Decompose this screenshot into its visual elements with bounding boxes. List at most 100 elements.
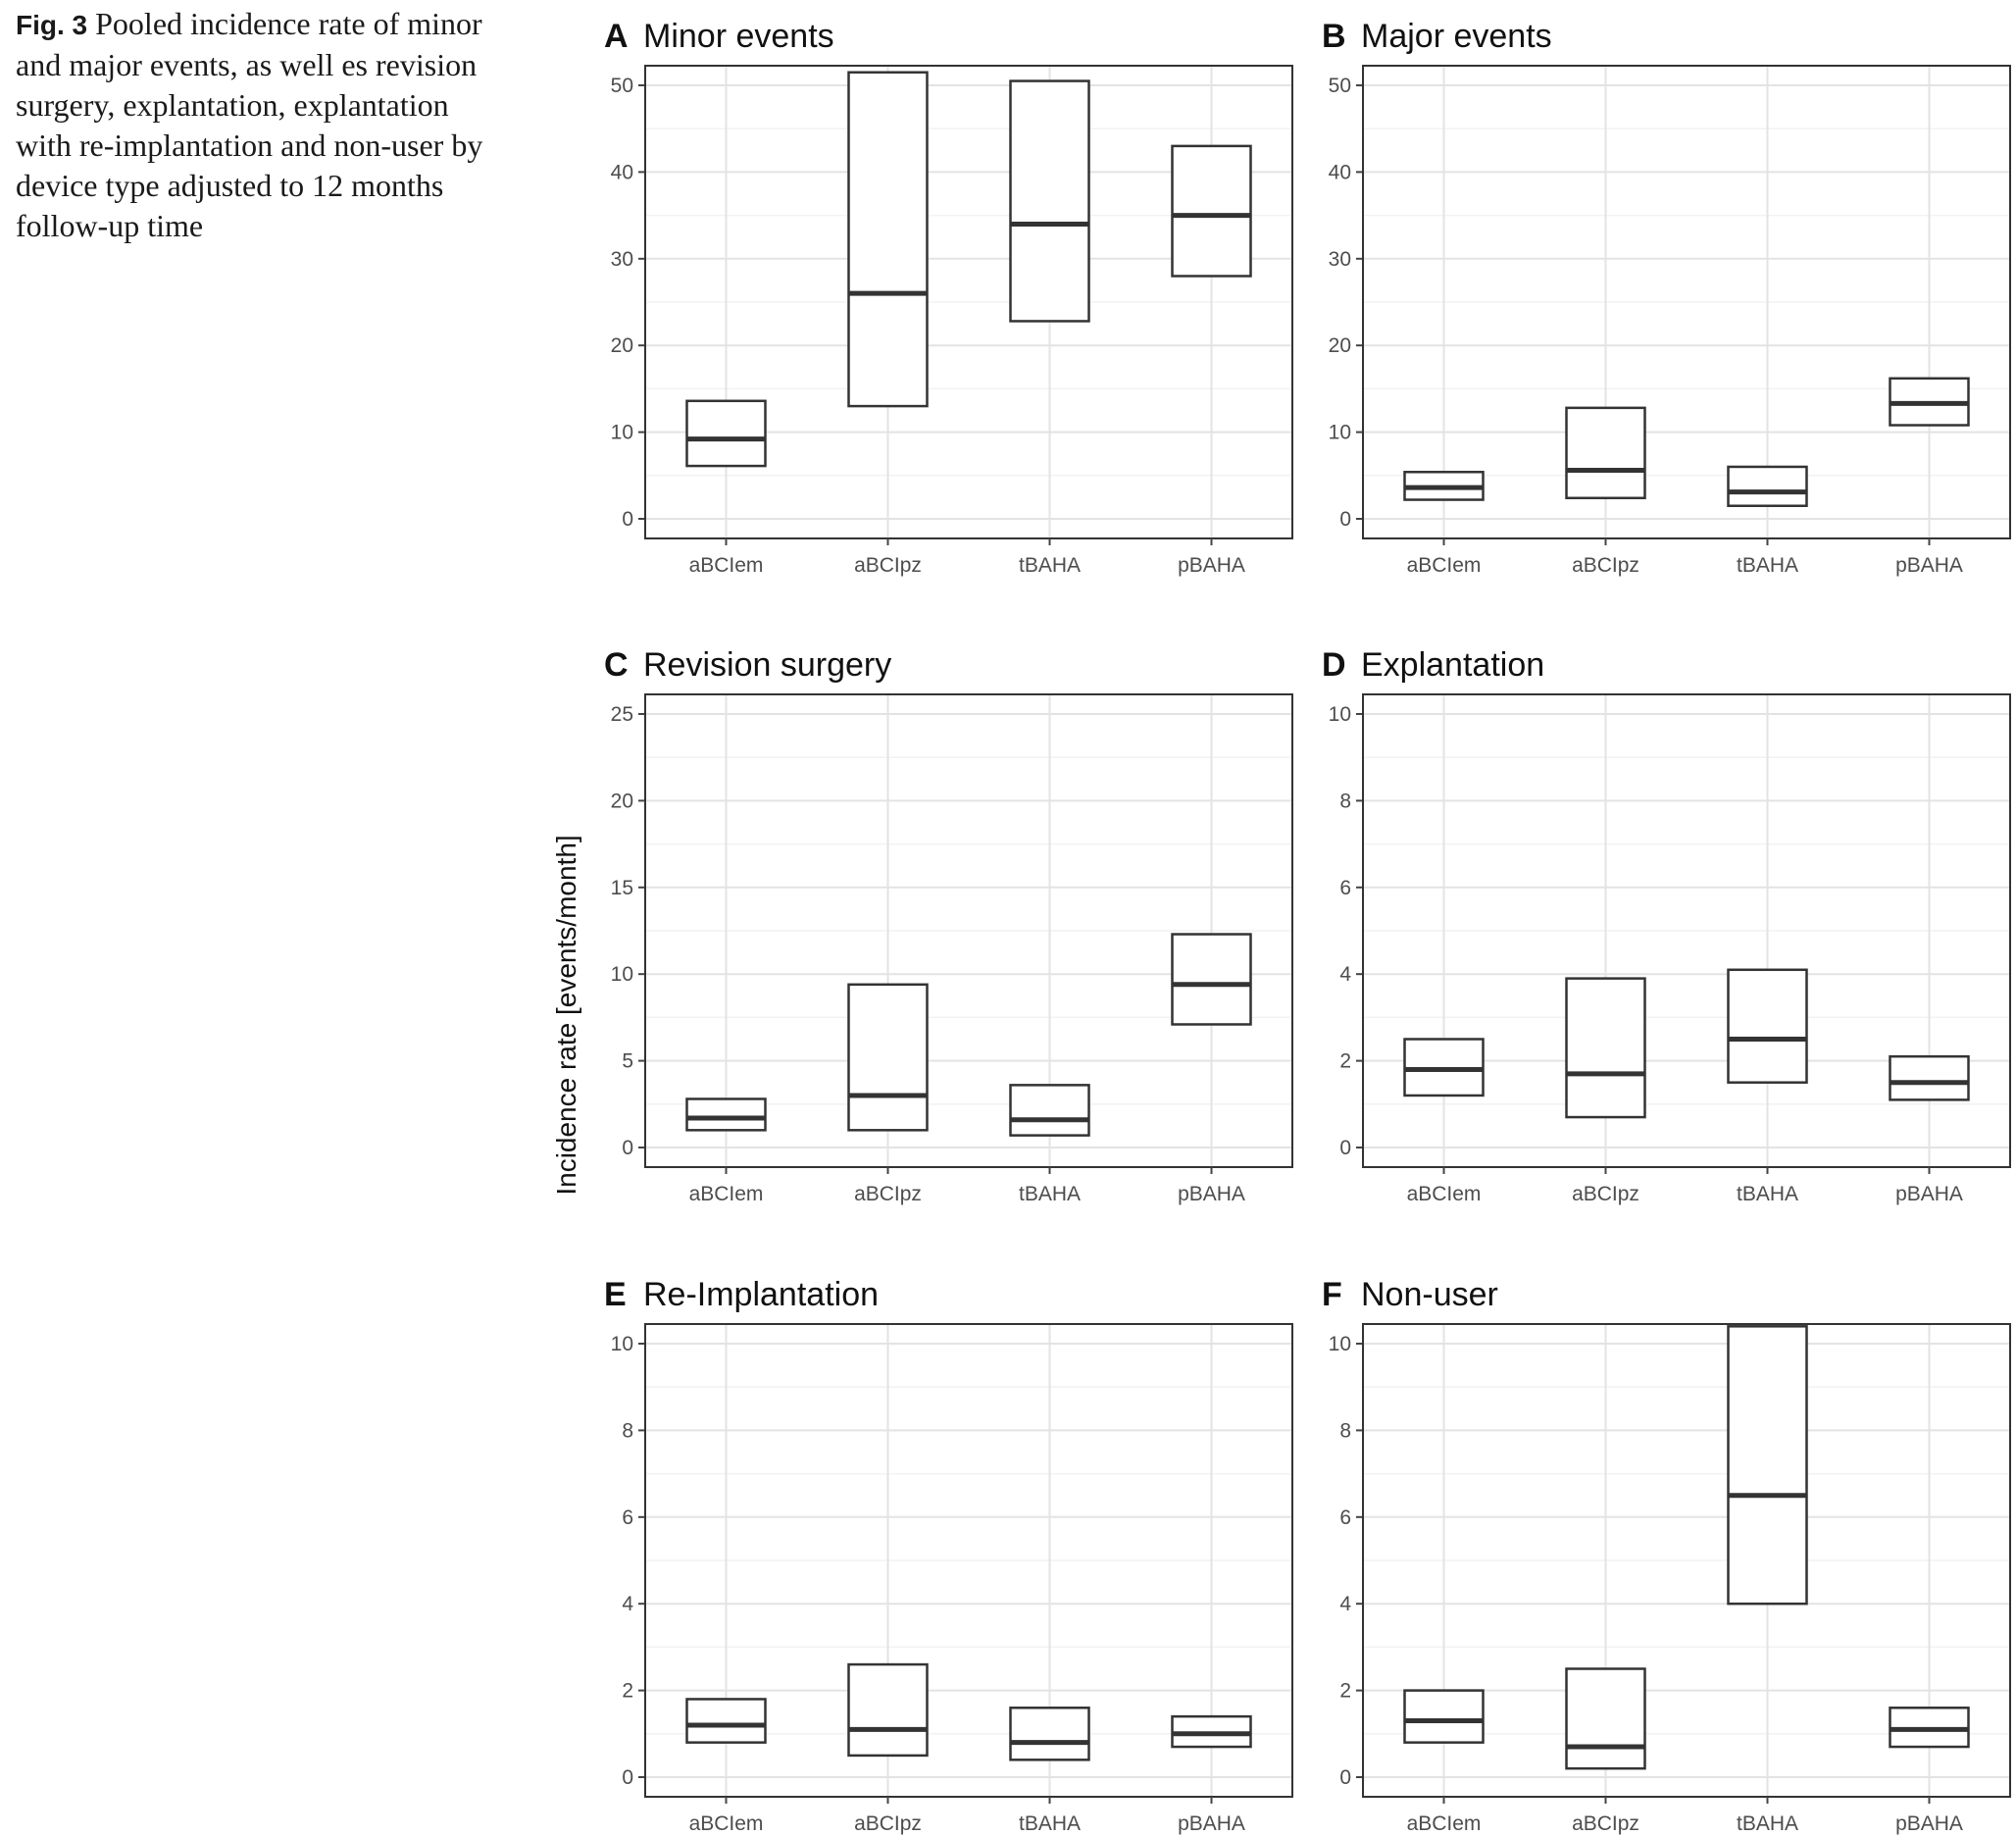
y-tick-label: 50 <box>1329 75 1351 97</box>
x-tick-label: aBCIem <box>689 1183 764 1205</box>
y-tick-label: 10 <box>611 1333 633 1355</box>
x-tick-label: pBAHA <box>1178 1183 1245 1205</box>
box-tBAHA <box>1727 465 1808 507</box>
box-aBCIem <box>685 1698 767 1744</box>
box-aBCIpz <box>1565 977 1646 1119</box>
y-tick-label: 50 <box>611 75 633 97</box>
box-aBCIpz <box>1565 1667 1646 1770</box>
y-tick-label: 4 <box>622 1593 633 1615</box>
y-tick-label: 25 <box>611 703 633 726</box>
y-tick-label: 2 <box>622 1680 633 1703</box>
y-tick-label: 4 <box>1339 963 1351 986</box>
x-tick-label: aBCIem <box>1407 554 1482 577</box>
y-tick-label: 2 <box>1339 1050 1351 1073</box>
box-tBAHA <box>1009 1084 1090 1137</box>
box-pBAHA <box>1171 144 1252 278</box>
x-tick-label: pBAHA <box>1895 1812 1963 1835</box>
plot-frame <box>1362 65 2011 539</box>
x-tick-label: pBAHA <box>1895 1183 1963 1205</box>
figure-caption-text: Pooled incidence rate of minor and major… <box>16 6 483 243</box>
y-tick-label: 6 <box>1339 877 1351 899</box>
y-tick-label: 0 <box>622 1137 633 1159</box>
panel-d: D Explantation 0 2 4 6 8 10 aBCIem aBCIpz tBAHA pBA… <box>1322 646 2011 1205</box>
panel-title: Minor events <box>643 18 834 55</box>
box-aBCIpz <box>847 71 929 408</box>
panel-title: Re-Implantation <box>643 1276 879 1313</box>
panel-b: B Major events 0 10 20 30 40 50 aBCIem aBCIpz tBAH… <box>1322 18 2011 577</box>
y-tick-label: 20 <box>1329 334 1351 357</box>
y-tick-label: 0 <box>1339 1137 1351 1159</box>
box-pBAHA <box>1171 933 1252 1026</box>
x-tick-label: aBCIpz <box>854 1183 922 1205</box>
y-tick-label: 10 <box>1329 1333 1351 1355</box>
box-aBCIpz <box>1565 406 1646 500</box>
panel-letter: E <box>604 1276 627 1313</box>
y-tick-label: 40 <box>1329 161 1351 183</box>
y-tick-label: 0 <box>622 508 633 531</box>
y-tick-label: 30 <box>1329 248 1351 271</box>
x-tick-label: pBAHA <box>1178 1812 1245 1835</box>
panel-title: Major events <box>1361 18 1552 55</box>
plot-frame <box>1362 693 2011 1168</box>
figure-caption: Fig. 3 Pooled incidence rate of minor an… <box>16 4 486 246</box>
box-tBAHA <box>1009 1707 1090 1761</box>
x-tick-label: aBCIem <box>1407 1183 1482 1205</box>
y-tick-label: 6 <box>622 1506 633 1529</box>
box-aBCIem <box>685 1097 767 1132</box>
y-tick-label: 10 <box>1329 703 1351 726</box>
x-tick-label: tBAHA <box>1019 1812 1081 1835</box>
y-tick-label: 6 <box>1339 1506 1351 1529</box>
y-tick-label: 2 <box>1339 1680 1351 1703</box>
y-tick-label: 8 <box>622 1419 633 1442</box>
x-tick-label: tBAHA <box>1737 554 1798 577</box>
x-tick-label: aBCIpz <box>854 554 922 577</box>
y-tick-label: 30 <box>611 248 633 271</box>
y-tick-label: 0 <box>1339 508 1351 531</box>
figure-label: Fig. 3 <box>16 10 88 40</box>
panel-letter: F <box>1322 1276 1342 1313</box>
box-pBAHA <box>1889 1054 1970 1101</box>
panel-letter: A <box>604 18 629 55</box>
panel-title: Explantation <box>1361 646 1544 684</box>
y-tick-label: 20 <box>611 790 633 812</box>
x-tick-label: aBCIem <box>689 554 764 577</box>
y-tick-label: 15 <box>611 877 633 899</box>
box-tBAHA <box>1727 968 1808 1084</box>
y-tick-label: 20 <box>611 334 633 357</box>
panel-letter: D <box>1322 646 1346 684</box>
y-tick-label: 4 <box>1339 1593 1351 1615</box>
plot-frame <box>644 65 1293 539</box>
box-aBCIpz <box>847 1662 929 1758</box>
box-aBCIpz <box>847 983 929 1132</box>
box-tBAHA <box>1009 79 1090 323</box>
panel-a: A Minor events 0 10 20 30 40 50 aBCIem aBCIpz tBAH… <box>604 18 1293 577</box>
x-tick-label: tBAHA <box>1737 1183 1798 1205</box>
x-tick-label: aBCIem <box>689 1812 764 1835</box>
x-tick-label: aBCIpz <box>854 1812 922 1835</box>
x-tick-label: tBAHA <box>1019 1183 1081 1205</box>
box-aBCIem <box>685 399 767 468</box>
x-tick-label: pBAHA <box>1895 554 1963 577</box>
panel-c: C Revision surgery 0 5 10 15 20 25 aBCIem aBCIpz t… <box>604 646 1293 1205</box>
plot-frame <box>644 1323 1293 1798</box>
panel-letter: C <box>604 646 629 684</box>
box-aBCIem <box>1403 1689 1485 1744</box>
box-tBAHA <box>1727 1325 1808 1606</box>
panel-e: E Re-Implantation 0 2 4 6 8 10 aBCIem aBCIpz tBAHA… <box>604 1276 1293 1835</box>
panel-f: F Non-user 0 2 4 6 8 10 aBCIem aBCIpz tBAHA pBAHA <box>1322 1276 2011 1835</box>
y-tick-label: 10 <box>611 963 633 986</box>
x-tick-label: tBAHA <box>1737 1812 1798 1835</box>
x-tick-label: aBCIpz <box>1572 1183 1639 1205</box>
panel-letter: B <box>1322 18 1346 55</box>
x-tick-label: tBAHA <box>1019 554 1081 577</box>
y-axis-title: Incidence rate [events/month] <box>551 835 581 1195</box>
y-tick-label: 8 <box>1339 790 1351 812</box>
x-tick-label: aBCIem <box>1407 1812 1482 1835</box>
panel-title: Revision surgery <box>643 646 891 684</box>
plot-frame <box>644 693 1293 1168</box>
y-tick-label: 10 <box>1329 422 1351 444</box>
x-tick-label: pBAHA <box>1178 554 1245 577</box>
x-tick-label: aBCIpz <box>1572 1812 1639 1835</box>
